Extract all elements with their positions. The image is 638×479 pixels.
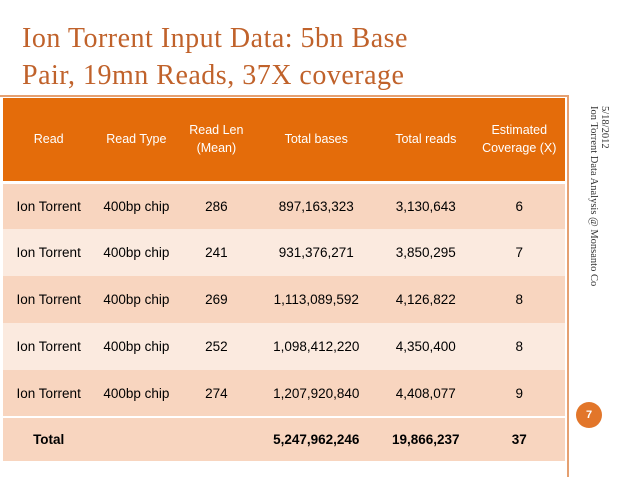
cell-total-bases: 897,163,323	[278, 198, 354, 214]
cell-read-type: 400bp chip	[103, 385, 170, 401]
cell-total-bases: 1,207,920,840	[273, 385, 360, 401]
cell-read-len: 286	[205, 198, 228, 214]
table-row: Ion Torrent 400bp chip 274 1,207,920,840…	[3, 370, 565, 417]
cell-total-reads-sum: 19,866,237	[378, 416, 474, 461]
cell-total-bases: 1,113,089,592	[273, 292, 359, 307]
header-read-type: Read Type	[94, 98, 179, 184]
cell-read: Ion Torrent	[16, 339, 81, 354]
cell-read-type: 400bp chip	[103, 198, 170, 214]
header-read: Read	[3, 98, 95, 184]
cell-total-label: Total	[3, 416, 95, 461]
cell-coverage: 7	[515, 245, 524, 260]
cell-read-len: 269	[205, 292, 228, 307]
cell-read: Ion Torrent	[16, 245, 81, 260]
table-header-row: Read Read Type Read Len (Mean) Total bas…	[3, 98, 565, 184]
slide-title-line-1: Ion Torrent Input Data: 5bn Base	[22, 23, 408, 54]
header-total-bases: Total bases	[254, 98, 379, 184]
cell-total-reads: 4,408,077	[395, 385, 456, 401]
cell-total-read-type	[94, 416, 179, 461]
cell-total-read-len	[178, 416, 255, 461]
sidebar-text: 5/18/2012 Ion Torrent Data Analysis @ Mo…	[588, 106, 610, 381]
header-total-reads: Total reads	[378, 98, 474, 184]
slide-title-line-2: Pair, 19mn Reads, 37X coverage	[22, 60, 405, 91]
slide-footer: Ion Torrent Data Analysis @ Monsanto Co	[588, 106, 599, 287]
table-row: Ion Torrent 400bp chip 269 1,113,089,592…	[3, 276, 565, 323]
cell-read: Ion Torrent	[16, 198, 81, 214]
cell-read-len: 274	[205, 385, 228, 401]
slide-title: Ion Torrent Input Data: 5bn Base Pair, 1…	[22, 20, 532, 94]
page-number-badge: 7	[576, 402, 602, 428]
table-total-row: Total 5,247,962,246 19,866,237 37	[3, 416, 565, 461]
cell-read-type: 400bp chip	[103, 245, 170, 260]
cell-total-reads: 4,350,400	[395, 339, 456, 354]
cell-total-bases: 1,098,412,220	[273, 339, 360, 354]
slide-date: 5/18/2012	[599, 106, 610, 149]
cell-coverage: 9	[515, 385, 524, 401]
cell-read: Ion Torrent	[16, 385, 81, 401]
cell-read-len: 241	[205, 245, 228, 260]
cell-total-bases-sum: 5,247,962,246	[254, 416, 379, 461]
cell-read-len: 252	[205, 339, 228, 354]
table-row: Ion Torrent 400bp chip 241 931,376,271 3…	[3, 229, 565, 276]
cell-total-reads: 3,850,295	[395, 245, 456, 260]
table-top-divider	[0, 95, 568, 97]
slide-sidebar: 5/18/2012 Ion Torrent Data Analysis @ Mo…	[578, 106, 626, 381]
cell-read-type: 400bp chip	[103, 339, 170, 354]
cell-read-type: 400bp chip	[103, 292, 170, 307]
cell-total-coverage: 37	[473, 416, 565, 461]
cell-total-bases: 931,376,271	[278, 245, 354, 260]
cell-coverage: 8	[515, 292, 524, 307]
table-row: Ion Torrent 400bp chip 286 897,163,323 3…	[3, 182, 565, 229]
sidebar-divider	[567, 95, 569, 477]
cell-read: Ion Torrent	[16, 292, 81, 307]
cell-coverage: 8	[515, 339, 524, 354]
cell-coverage: 6	[515, 198, 524, 214]
coverage-table: Read Read Type Read Len (Mean) Total bas…	[3, 98, 565, 461]
table-row: Ion Torrent 400bp chip 252 1,098,412,220…	[3, 323, 565, 370]
cell-total-reads: 4,126,822	[395, 292, 456, 307]
header-read-len: Read Len (Mean)	[178, 98, 255, 184]
cell-total-reads: 3,130,643	[395, 198, 456, 214]
header-estimated-coverage: Estimated Coverage (X)	[473, 98, 565, 184]
